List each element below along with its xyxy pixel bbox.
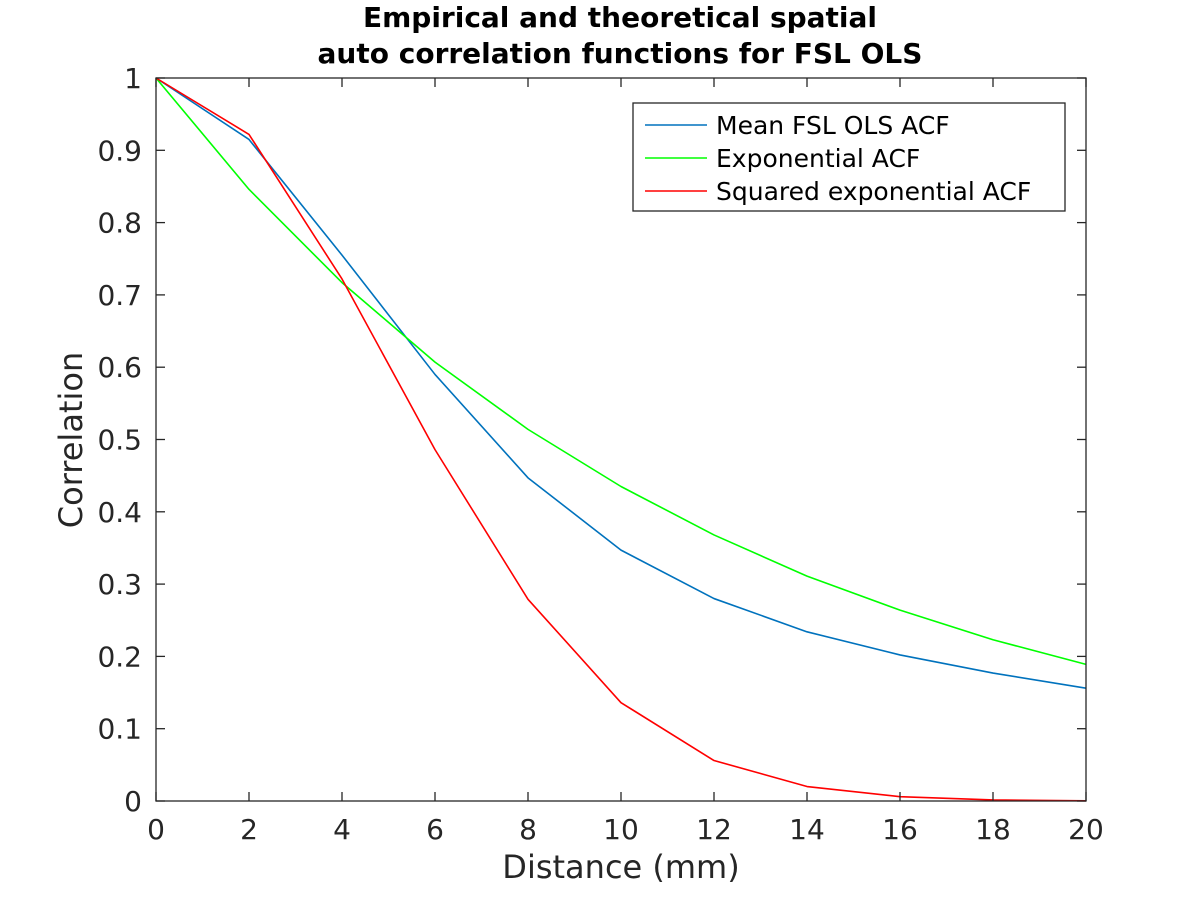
x-tick-label: 10 xyxy=(603,813,639,846)
chart-title-line-2: auto correlation functions for FSL OLS xyxy=(318,37,923,70)
series-line-2 xyxy=(155,77,1087,666)
legend: Mean FSL OLS ACF Exponential ACF Squared e… xyxy=(632,102,1066,212)
y-tick-label: 1 xyxy=(124,62,142,95)
x-tick-label: 8 xyxy=(519,813,537,846)
x-axis-label: Distance (mm) xyxy=(502,848,739,886)
x-tick-label: 20 xyxy=(1068,813,1104,846)
y-tick-label: 0.2 xyxy=(97,640,142,673)
y-tick-label: 0.6 xyxy=(97,351,142,384)
x-tick-label: 16 xyxy=(882,813,918,846)
y-axis-label: Correlation xyxy=(52,352,90,528)
y-tick-label: 0.5 xyxy=(97,424,142,457)
x-tick-label: 12 xyxy=(696,813,732,846)
y-tick-label: 0.1 xyxy=(97,713,142,746)
series-layer xyxy=(155,77,1087,802)
x-tick-label: 4 xyxy=(333,813,351,846)
series-line-3 xyxy=(155,77,1087,802)
legend-label-1: Mean FSL OLS ACF xyxy=(716,111,950,140)
chart-title-line-1: Empirical and theoretical spatial xyxy=(363,1,877,34)
y-tick-label: 0.8 xyxy=(97,207,142,240)
x-tick-label: 2 xyxy=(240,813,258,846)
y-axis: 0 0.1 0.2 0.3 0.4 0.5 0.6 0.7 0.8 0.9 1 xyxy=(97,62,1086,818)
x-tick-label: 18 xyxy=(975,813,1011,846)
x-tick-label: 0 xyxy=(147,813,165,846)
legend-label-2: Exponential ACF xyxy=(716,144,920,173)
y-tick-label: 0.3 xyxy=(97,568,142,601)
legend-box xyxy=(632,102,1066,212)
y-tick-label: 0.7 xyxy=(97,279,142,312)
x-tick-label: 6 xyxy=(426,813,444,846)
series-line-1 xyxy=(155,77,1087,689)
y-tick-label: 0 xyxy=(124,785,142,818)
legend-label-3: Squared exponential ACF xyxy=(716,177,1031,206)
x-axis: 0 2 4 6 8 10 12 14 16 18 20 xyxy=(147,78,1104,846)
x-tick-label: 14 xyxy=(789,813,825,846)
y-tick-label: 0.4 xyxy=(97,496,142,529)
y-tick-label: 0.9 xyxy=(97,134,142,167)
chart-title: Empirical and theoretical spatial auto c… xyxy=(318,1,923,70)
